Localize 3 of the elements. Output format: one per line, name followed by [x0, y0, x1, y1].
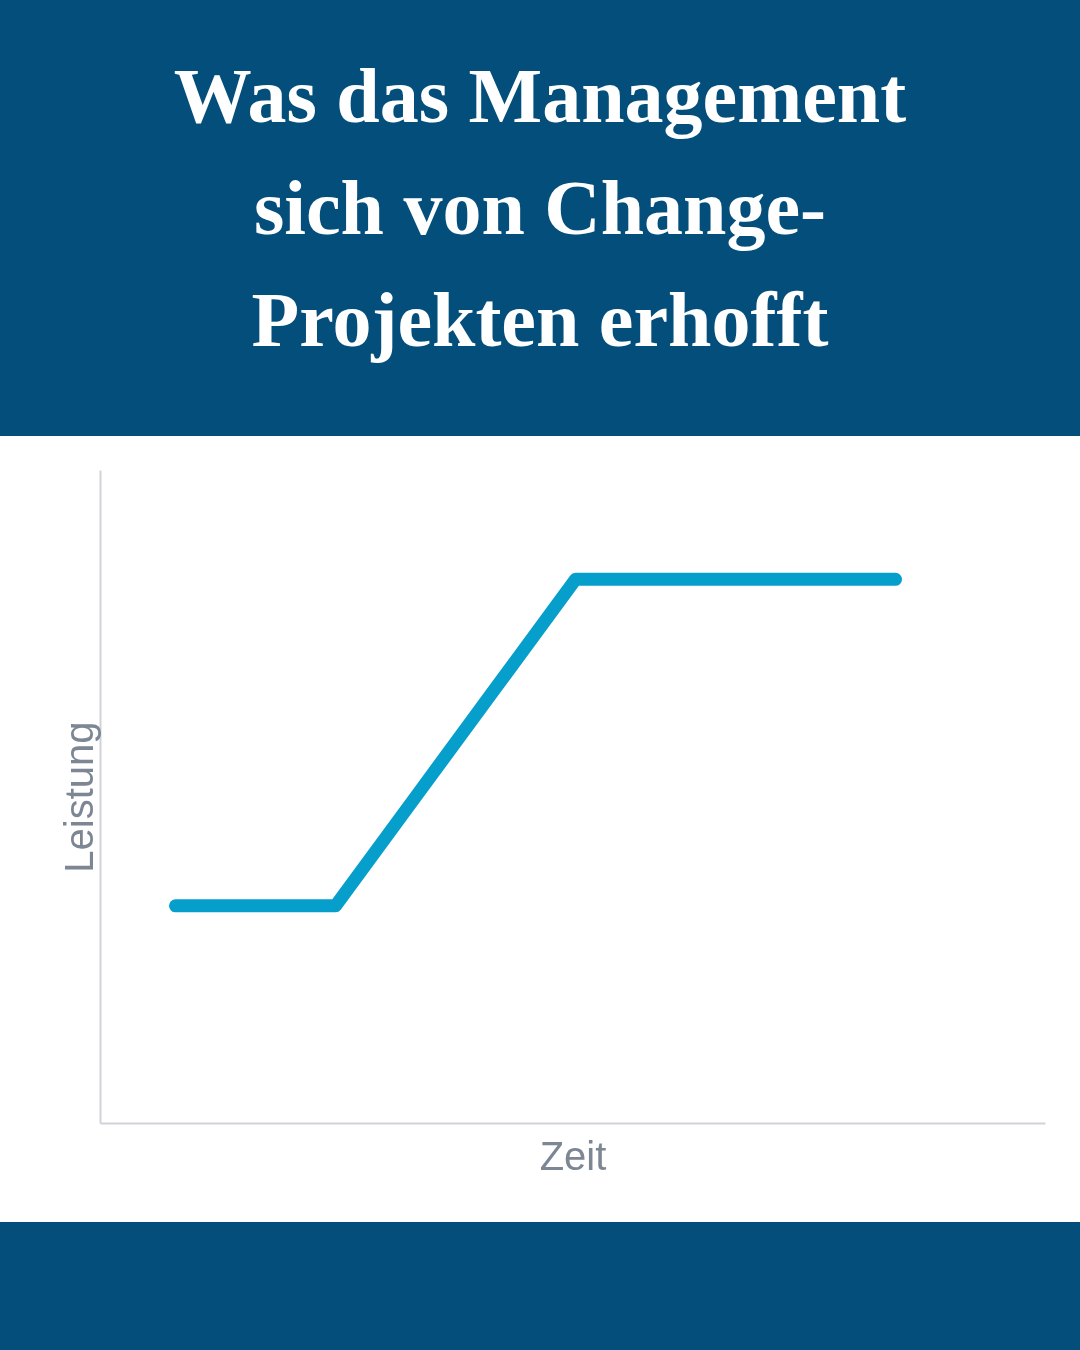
chart-title: Was das Management sich von Change-Projekten erhofft [172, 51, 908, 365]
y-axis-title: Leistung [56, 721, 101, 873]
x-axis-title: Zeit [539, 1133, 607, 1178]
